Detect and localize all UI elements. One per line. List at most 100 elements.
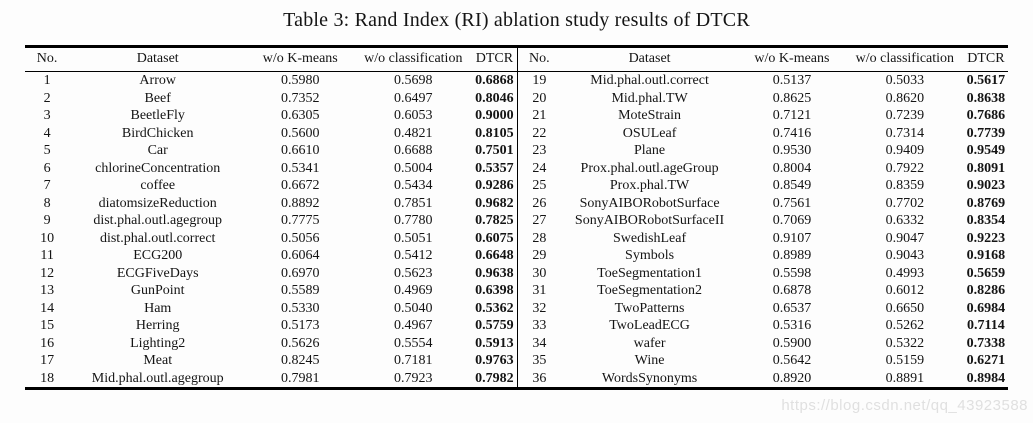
wo-classification-value: 0.5040 bbox=[394, 300, 433, 316]
row-no: 16 bbox=[40, 335, 55, 351]
dtcr-value: 0.8286 bbox=[966, 283, 1006, 298]
column-header-wo-classification-value: w/o classification bbox=[845, 48, 964, 72]
row-no: 21 bbox=[532, 108, 547, 123]
wo-classification-value: 0.7239 bbox=[885, 108, 925, 123]
table-row: 9 dist.phal.outl.agegroup 0.7775 0.7780 0.78… bbox=[25, 212, 517, 230]
dataset-name: Ham bbox=[144, 300, 172, 316]
results-table-left: No. Dataset w/o K-means w/o classification D… bbox=[25, 48, 517, 387]
wo-classification-value: 0.6012 bbox=[885, 283, 925, 298]
dtcr-value: 0.6868 bbox=[475, 73, 514, 88]
row-no: 27 bbox=[532, 213, 547, 228]
wo-classification-value: 0.7922 bbox=[885, 160, 925, 176]
wo-kmeans-value: 0.5642 bbox=[772, 353, 812, 368]
dataset-name: Wine bbox=[634, 353, 665, 368]
dataset-name: dist.phal.outl.correct bbox=[99, 230, 216, 246]
table-caption: Table 3: Rand Index (RI) ablation study … bbox=[283, 9, 750, 31]
dtcr-value: 0.5659 bbox=[966, 265, 1006, 281]
dtcr-value: 0.9682 bbox=[475, 195, 514, 211]
row-no: 1 bbox=[43, 73, 51, 88]
row-no: 2 bbox=[43, 90, 51, 106]
table-row: 22 OSULeaf 0.7416 0.7314 0.7739 bbox=[517, 125, 1008, 143]
table-row: 6 chlorineConcentration 0.5341 0.5004 0.5357 bbox=[25, 160, 517, 178]
wo-kmeans-value: 0.7561 bbox=[772, 195, 812, 211]
table-row: 8 diatomsizeReduction 0.8892 0.7851 0.9682 bbox=[25, 195, 517, 213]
row-no: 29 bbox=[532, 248, 547, 263]
row-no: 28 bbox=[532, 230, 547, 246]
table-row: 36 WordsSynonyms 0.8920 0.8891 0.8984 bbox=[517, 370, 1008, 388]
table-row: 21 MoteStrain 0.7121 0.7239 0.7686 bbox=[517, 107, 1008, 125]
wo-classification-value: 0.5623 bbox=[394, 265, 433, 281]
table-header-row: No. Dataset w/o K-means w/o classification D… bbox=[517, 48, 1008, 72]
row-no: 35 bbox=[532, 353, 547, 368]
wo-kmeans-value: 0.6537 bbox=[772, 300, 812, 316]
wo-classification-value: 0.7702 bbox=[885, 195, 925, 211]
row-no: 8 bbox=[43, 195, 51, 211]
table-row: 20 Mid.phal.TW 0.8625 0.8620 0.8638 bbox=[517, 90, 1008, 108]
dataset-name: Herring bbox=[135, 318, 180, 333]
wo-kmeans-value: 0.5056 bbox=[280, 230, 320, 246]
wo-kmeans-value: 0.7775 bbox=[280, 213, 320, 228]
wo-kmeans-value: 0.5900 bbox=[772, 335, 812, 351]
dtcr-value: 0.9223 bbox=[966, 230, 1006, 246]
wo-classification-value: 0.8620 bbox=[885, 90, 925, 106]
table-row: 18 Mid.phal.outl.agegroup 0.7981 0.7923 0.79… bbox=[25, 370, 517, 388]
row-no: 15 bbox=[40, 318, 55, 333]
wo-kmeans-value: 0.5600 bbox=[280, 125, 320, 141]
row-no: 34 bbox=[532, 335, 547, 351]
dataset-name: Prox.phal.TW bbox=[609, 178, 690, 193]
dataset-name: Car bbox=[147, 143, 168, 158]
row-no: 26 bbox=[532, 195, 547, 211]
row-no: 3 bbox=[43, 108, 51, 123]
dtcr-value: 0.6271 bbox=[966, 353, 1006, 368]
dtcr-value: 0.9763 bbox=[475, 353, 514, 368]
dataset-name: Lighting2 bbox=[130, 335, 186, 351]
row-no: 17 bbox=[40, 353, 55, 368]
table-row: 29 Symbols 0.8989 0.9043 0.9168 bbox=[517, 247, 1008, 265]
wo-kmeans-value: 0.9530 bbox=[772, 143, 812, 158]
row-no: 23 bbox=[532, 143, 547, 158]
dataset-name: Symbols bbox=[625, 248, 675, 263]
row-no: 36 bbox=[532, 370, 547, 386]
dtcr-value: 0.9168 bbox=[966, 248, 1006, 263]
dataset-name: Meat bbox=[143, 353, 173, 368]
wo-classification-value: 0.9047 bbox=[885, 230, 925, 246]
row-no: 33 bbox=[532, 318, 547, 333]
row-no: 13 bbox=[40, 283, 55, 298]
wo-classification-value: 0.7851 bbox=[394, 195, 433, 211]
column-header-row-no: No. bbox=[517, 48, 562, 72]
wo-kmeans-value: 0.6610 bbox=[280, 143, 320, 158]
wo-classification-value: 0.5322 bbox=[885, 335, 925, 351]
dtcr-value: 0.7739 bbox=[966, 125, 1006, 141]
dtcr-value: 0.7338 bbox=[966, 335, 1006, 351]
dataset-name: ECG200 bbox=[133, 248, 183, 263]
row-no: 31 bbox=[532, 283, 547, 298]
wo-kmeans-value: 0.8989 bbox=[772, 248, 812, 263]
dtcr-value: 0.7982 bbox=[475, 370, 514, 386]
wo-classification-value: 0.5698 bbox=[394, 73, 433, 88]
wo-classification-value: 0.6650 bbox=[885, 300, 925, 316]
wo-kmeans-value: 0.7352 bbox=[280, 90, 320, 106]
dtcr-value: 0.5759 bbox=[475, 318, 514, 333]
wo-kmeans-value: 0.8549 bbox=[772, 178, 812, 193]
wo-classification-value: 0.5262 bbox=[885, 318, 925, 333]
dataset-name: Mid.phal.outl.correct bbox=[590, 73, 709, 88]
row-no: 6 bbox=[43, 160, 51, 176]
wo-classification-value: 0.4967 bbox=[394, 318, 433, 333]
dataset-name: chlorineConcentration bbox=[95, 160, 221, 176]
dataset-name: diatomsizeReduction bbox=[98, 195, 217, 211]
dtcr-value: 0.6984 bbox=[966, 300, 1006, 316]
table-row: 23 Plane 0.9530 0.9409 0.9549 bbox=[517, 142, 1008, 160]
row-no: 24 bbox=[532, 160, 547, 176]
dataset-name: ECGFiveDays bbox=[116, 265, 199, 281]
wo-kmeans-value: 0.6878 bbox=[772, 283, 812, 298]
table-row: 11 ECG200 0.6064 0.5412 0.6648 bbox=[25, 247, 517, 265]
dataset-name: Plane bbox=[634, 143, 666, 158]
wo-classification-value: 0.6497 bbox=[394, 90, 433, 106]
dtcr-value: 0.8105 bbox=[475, 125, 514, 141]
wo-kmeans-value: 0.8920 bbox=[772, 370, 812, 386]
wo-classification-value: 0.7181 bbox=[394, 353, 433, 368]
column-header-dataset-name: Dataset bbox=[69, 48, 247, 72]
dtcr-value: 0.6648 bbox=[475, 248, 514, 263]
wo-classification-value: 0.6053 bbox=[394, 108, 433, 123]
wo-kmeans-value: 0.8245 bbox=[280, 353, 320, 368]
